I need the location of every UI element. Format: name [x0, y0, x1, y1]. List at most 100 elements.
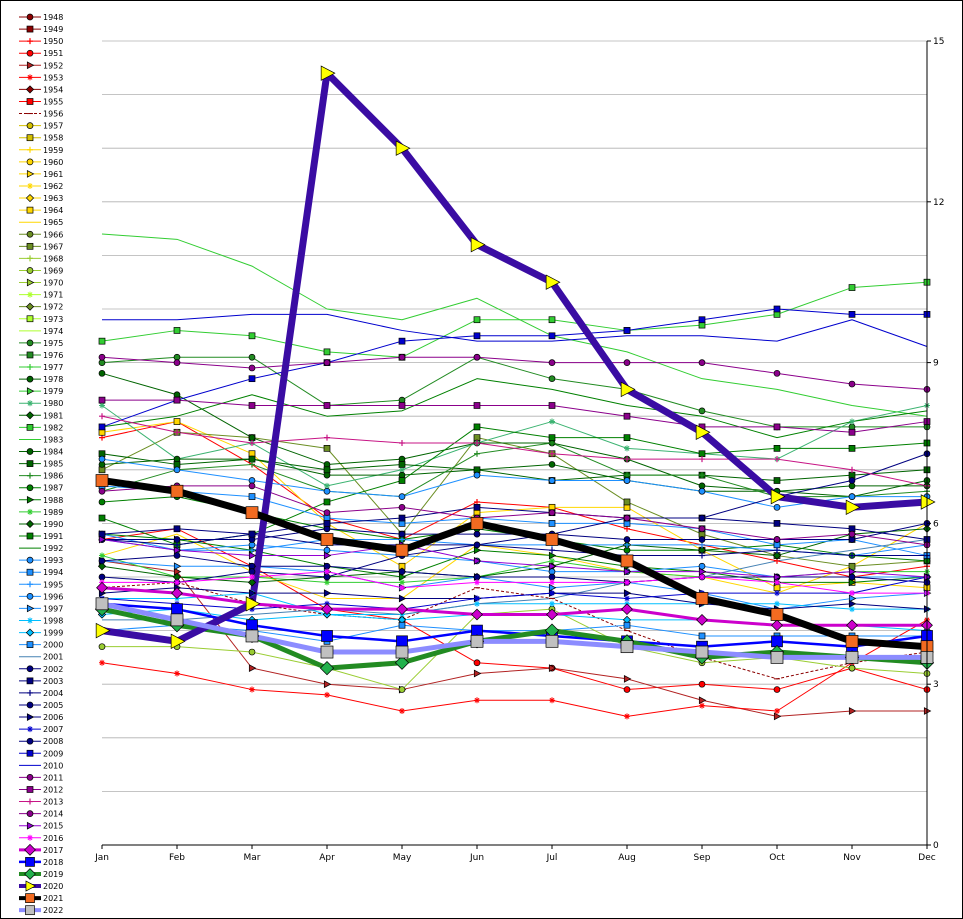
- data-point: [698, 696, 707, 705]
- series-line-1956: [101, 581, 928, 680]
- legend-entry-1950: 1950: [19, 37, 63, 46]
- data-point: [398, 530, 406, 538]
- legend-label: 1991: [43, 532, 63, 541]
- data-point: [548, 375, 556, 383]
- legend-entry-1959: 1959: [19, 146, 63, 155]
- data-point: [699, 456, 705, 463]
- data-point: [170, 613, 184, 627]
- data-point: [624, 472, 630, 479]
- data-point: [549, 590, 555, 597]
- legend-label: 1986: [43, 472, 63, 481]
- legend-entry-1996: 1996: [19, 592, 63, 601]
- legend-label: 2007: [43, 725, 63, 734]
- legend-label: 1960: [43, 158, 63, 167]
- data-point: [699, 574, 705, 580]
- legend-entry-1997: 1997: [19, 604, 63, 613]
- data-point: [623, 536, 631, 543]
- legend-swatch-marker: [26, 61, 35, 70]
- data-point: [474, 600, 480, 607]
- data-point: [99, 552, 105, 559]
- data-point: [774, 579, 780, 586]
- legend-label: 1949: [43, 25, 63, 34]
- series-line-2011: [101, 356, 928, 390]
- legend-entry-1962: 1962: [19, 182, 63, 191]
- legend-label: 1954: [43, 85, 63, 94]
- legend-entry-2005: 2005: [19, 701, 63, 710]
- series-line-2012: [102, 399, 928, 433]
- legend-swatch-marker: [26, 158, 34, 166]
- data-point: [774, 708, 780, 714]
- data-point: [98, 455, 106, 463]
- data-point: [473, 316, 481, 324]
- data-point: [398, 493, 406, 500]
- legend-swatch-marker: [26, 278, 35, 287]
- legend-label: 2001: [43, 653, 63, 662]
- legend-label: 1968: [43, 254, 63, 263]
- data-point: [698, 359, 706, 366]
- legend-label: 1987: [43, 484, 63, 493]
- legend-entry-1963: 1963: [19, 193, 63, 203]
- data-point: [623, 674, 632, 683]
- legend-entry-1992: 1992: [19, 544, 63, 553]
- legend-entry-1964: 1964: [19, 206, 63, 215]
- legend-swatch-marker: [26, 25, 34, 33]
- data-point: [698, 487, 706, 495]
- data-point: [173, 466, 181, 474]
- series-line-2015: [101, 538, 928, 578]
- data-point: [320, 533, 334, 546]
- legend-swatch-marker: [27, 38, 33, 45]
- legend-swatch-marker: [25, 893, 35, 903]
- series-line-2009: [101, 308, 927, 428]
- data-point: [173, 552, 181, 559]
- legend-swatch-marker: [26, 206, 34, 214]
- data-point: [698, 407, 706, 415]
- legend-label: 1961: [43, 170, 63, 179]
- data-point: [623, 327, 631, 334]
- legend-label: 1997: [43, 604, 63, 613]
- legend-swatch-marker: [27, 291, 33, 298]
- series-line-2017: [101, 586, 927, 627]
- data-point: [549, 600, 555, 607]
- data-point: [848, 284, 856, 291]
- legend-label: 1999: [43, 629, 63, 638]
- legend-label: 1956: [43, 110, 63, 119]
- legend-label: 1951: [43, 49, 63, 58]
- legend-swatch-marker: [26, 495, 35, 504]
- data-point: [848, 493, 856, 500]
- data-point: [249, 547, 255, 554]
- data-point: [323, 445, 331, 452]
- data-point: [620, 640, 634, 654]
- legend-entry-2004: 2004: [19, 689, 63, 698]
- legend-label: 1959: [43, 146, 63, 155]
- series-line-1975: [101, 356, 927, 428]
- legend-label: 1984: [43, 448, 63, 457]
- data-point: [399, 708, 405, 714]
- data-point: [98, 353, 106, 361]
- data-point: [323, 520, 331, 527]
- legend-label: 2014: [43, 810, 63, 819]
- series-line-1982: [101, 281, 928, 358]
- data-point: [399, 579, 405, 586]
- data-point: [398, 686, 406, 693]
- legend-swatch-marker: [27, 508, 33, 515]
- legend-entry-2017: 2017: [19, 843, 63, 856]
- data-point: [173, 327, 181, 334]
- data-point: [698, 632, 706, 640]
- data-point: [848, 664, 856, 672]
- data-point: [848, 707, 857, 715]
- data-point: [323, 562, 331, 570]
- legend-label: 2005: [43, 701, 63, 710]
- series-line-2020: [101, 69, 928, 645]
- legend-label: 1995: [43, 580, 63, 589]
- data-point: [173, 418, 181, 425]
- legend-entry-2007: 2007: [19, 725, 63, 734]
- data-point: [699, 541, 705, 548]
- x-tick-label: Apr: [319, 853, 335, 863]
- data-point: [95, 474, 109, 487]
- data-point: [171, 603, 183, 616]
- data-point: [173, 562, 182, 571]
- data-point: [848, 445, 856, 452]
- data-point: [99, 659, 105, 666]
- data-point: [474, 440, 480, 446]
- data-point: [695, 645, 709, 659]
